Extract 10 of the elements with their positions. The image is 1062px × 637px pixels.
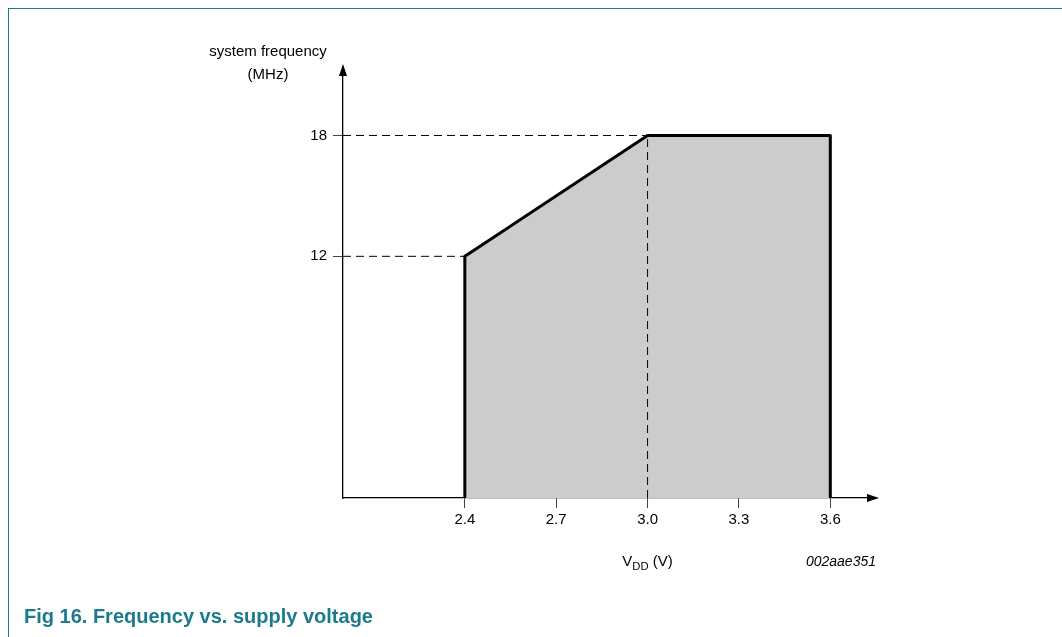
x-tick-label: 3.0 <box>637 510 658 528</box>
x-tick-label: 2.7 <box>545 510 567 528</box>
x-tick-label: 2.4 <box>454 510 476 528</box>
x-tick-label: 3.6 <box>819 510 841 528</box>
y-axis-title: system frequency (MHz) <box>209 42 328 83</box>
y-tick-label: 12 <box>310 246 327 264</box>
text: Fig 16. Frequency vs. supply voltage <box>24 604 373 629</box>
y-tick-label: 18 <box>310 125 327 143</box>
x-tick-label: 3.3 <box>728 510 750 528</box>
text: 002aae351 <box>805 552 876 569</box>
